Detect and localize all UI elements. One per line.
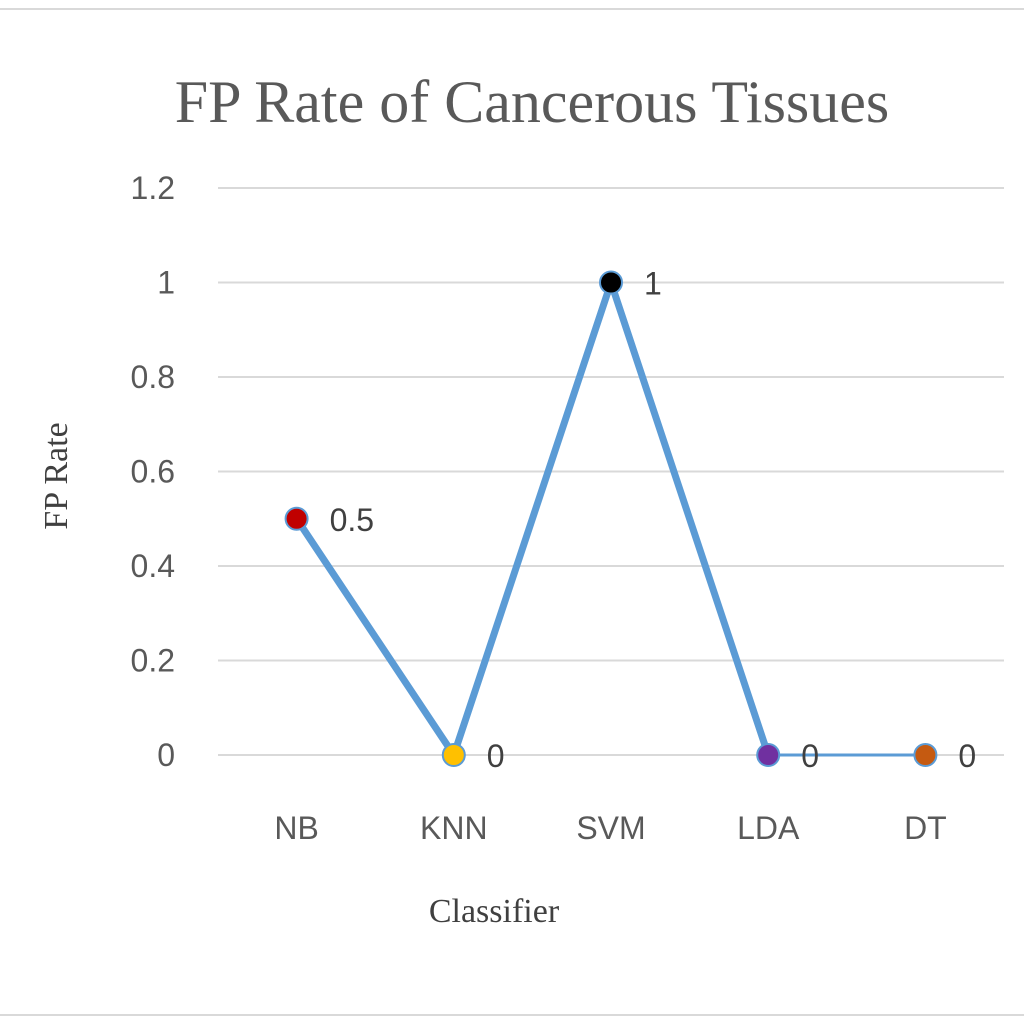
data-point (284, 506, 309, 531)
data-point (756, 743, 781, 767)
data-label: 0 (801, 738, 819, 774)
x-tick-label: NB (274, 810, 318, 846)
data-label: 0 (958, 738, 976, 774)
bottom-border (0, 1014, 1024, 1016)
chart-title: FP Rate of Cancerous Tissues (175, 69, 890, 135)
y-tick-label: 0.4 (131, 548, 175, 584)
data-point (913, 743, 938, 767)
x-tick-label: LDA (737, 810, 800, 846)
series-line (293, 279, 927, 759)
y-tick-label: 0 (157, 737, 175, 773)
data-label: 1 (644, 266, 662, 302)
y-axis-title: FP Rate (38, 422, 75, 529)
data-label: 0.5 (330, 502, 374, 538)
y-tick-label: 0.6 (131, 454, 175, 490)
series-line-segment (450, 279, 615, 759)
data-labels: 0.5 0 1 0 0 (330, 266, 977, 775)
data-point (441, 743, 466, 767)
x-tick-label: SVM (576, 810, 645, 846)
data-point (599, 270, 623, 295)
y-tick-label: 1 (157, 265, 175, 301)
series-line-segment (293, 515, 458, 759)
y-tick-label: 0.8 (131, 359, 175, 395)
y-axis-ticks: 0 0.2 0.4 0.6 0.8 1 1.2 (131, 170, 175, 773)
y-tick-label: 1.2 (131, 170, 175, 206)
series-points (284, 270, 938, 767)
x-axis-ticks: NB KNN SVM LDA DT (274, 810, 946, 846)
top-border (0, 8, 1024, 10)
y-tick-label: 0.2 (131, 643, 175, 679)
series-line-segment (607, 279, 772, 759)
x-axis-title: Classifier (429, 893, 560, 930)
data-label: 0 (487, 738, 505, 774)
x-tick-label: KNN (420, 810, 488, 846)
x-tick-label: DT (904, 810, 947, 846)
